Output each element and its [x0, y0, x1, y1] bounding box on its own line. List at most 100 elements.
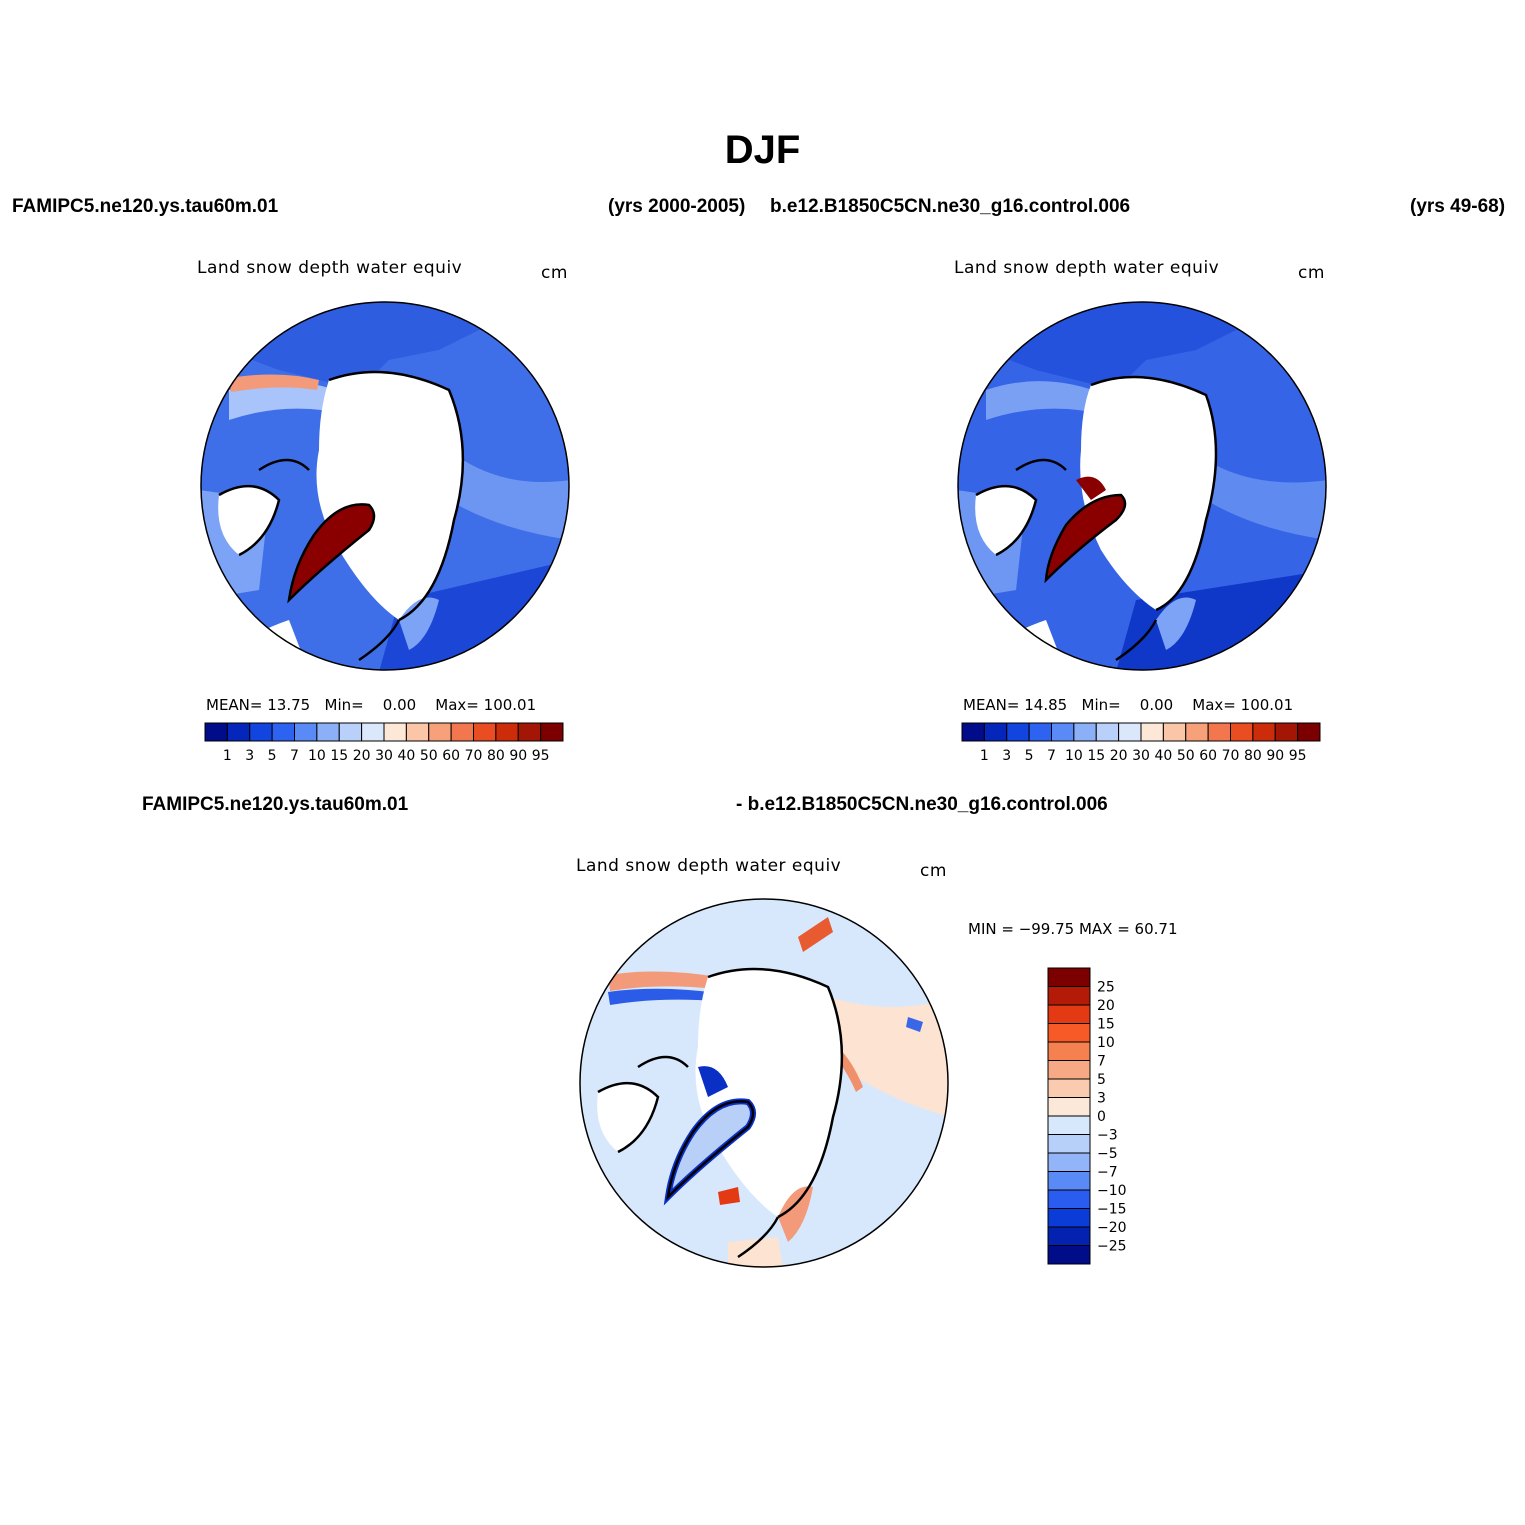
diff-colorbar-box [1047, 1023, 1091, 1043]
diff-colorbar-tick-label: 20 [1097, 998, 1115, 1014]
panel1-title: Land snow depth water equiv [197, 258, 463, 278]
colorbar-tick-label: 40 [1154, 748, 1172, 764]
panel2-map [957, 301, 1327, 671]
panel2-title: Land snow depth water equiv [954, 258, 1220, 278]
colorbar-tick-label: 95 [532, 748, 550, 764]
colorbar-tick-label: 5 [1025, 748, 1034, 764]
colorbar-box [338, 722, 363, 742]
diff-colorbar-tick-label: 3 [1097, 1091, 1106, 1107]
colorbar-tick-label: 95 [1289, 748, 1307, 764]
diff-colorbar-tick-label: 0 [1097, 1109, 1106, 1125]
colorbar-box [1252, 722, 1276, 742]
colorbar-box [1028, 722, 1052, 742]
colorbar-box [1230, 722, 1254, 742]
diff-colorbar: 25 20 15 10 7 5 3 0 −3 −5 −7 −10 −15 −20 −25 [1047, 967, 1127, 1265]
diff-colorbar-box [1047, 1115, 1091, 1135]
diff-colorbar-box [1047, 1171, 1091, 1191]
colorbar-tick-label: 80 [1244, 748, 1262, 764]
colorbar-box [294, 722, 318, 742]
colorbar-box [450, 722, 474, 742]
colorbar-tick-label: 5 [268, 748, 277, 764]
colorbar-tick-label: 20 [1110, 748, 1128, 764]
colorbar-tick-label: 30 [375, 748, 393, 764]
panel1-colorbar: 1 3 5 7 10 15 20 30 40 50 60 70 80 90 95 [204, 722, 564, 764]
colorbar-tick-label: 70 [1222, 748, 1240, 764]
panel2-mean: MEAN= 14.85 Min= 0.00 Max= 100.01 [963, 696, 1294, 714]
colorbar-tick-label: 20 [353, 748, 371, 764]
colorbar-tick-label: 10 [1065, 748, 1083, 764]
diff-colorbar-tick-label: −7 [1097, 1165, 1118, 1181]
diff-colorbar-box [1047, 1078, 1091, 1098]
diff-colorbar-box [1047, 986, 1091, 1006]
colorbar-tick-label: 40 [397, 748, 415, 764]
diff-colorbar-tick-label: −15 [1097, 1202, 1127, 1218]
diff-colorbar-tick-label: 10 [1097, 1035, 1115, 1051]
colorbar-tick-label: 15 [330, 748, 348, 764]
colorbar-tick-label: 1 [980, 748, 989, 764]
colorbar-box [473, 722, 497, 742]
colorbar-box [271, 722, 295, 742]
colorbar-box [361, 722, 385, 742]
colorbar-box [249, 722, 273, 742]
colorbar-box [1162, 722, 1187, 742]
panel1-map [200, 301, 570, 671]
diff-colorbar-box [1047, 1097, 1091, 1117]
colorbar-box [1207, 722, 1231, 742]
colorbar-tick-label: 3 [1002, 748, 1011, 764]
colorbar-box [961, 722, 985, 742]
diff-colorbar-tick-label: −3 [1097, 1128, 1118, 1144]
diff-colorbar-box [1047, 1041, 1091, 1061]
colorbar-tick-label: 7 [1047, 748, 1056, 764]
colorbar-tick-label: 10 [308, 748, 326, 764]
colorbar-box [1006, 722, 1030, 742]
diff-colorbar-tick-label: −20 [1097, 1220, 1127, 1236]
figure-title: DJF [724, 128, 801, 172]
diff-colorbar-box [1047, 1189, 1091, 1209]
colorbar-tick-label: 90 [509, 748, 527, 764]
diff-title: Land snow depth water equiv [576, 856, 842, 876]
diff-colorbar-box [1047, 967, 1091, 987]
colorbar-box [517, 722, 542, 742]
diff-colorbar-tick-label: 15 [1097, 1017, 1115, 1033]
diff-colorbar-tick-label: −5 [1097, 1146, 1118, 1162]
colorbar-box [316, 722, 340, 742]
case2-name: b.e12.B1850C5CN.ne30_g16.control.006 [770, 196, 1131, 217]
case1-years: (yrs 2000-2005) [608, 196, 746, 217]
diff-colorbar-tick-label: 25 [1097, 980, 1115, 996]
colorbar-box [495, 722, 519, 742]
diff-colorbar-tick-label: −25 [1097, 1239, 1127, 1255]
diff-minmax: MIN = −99.75 MAX = 60.71 [968, 920, 1178, 938]
diff-colorbar-box [1047, 1004, 1091, 1024]
diff-map [579, 898, 949, 1268]
diff-colorbar-box [1047, 1226, 1091, 1246]
colorbar-box [1140, 722, 1164, 742]
colorbar-tick-label: 80 [487, 748, 505, 764]
diff-colorbar-tick-label: 7 [1097, 1054, 1106, 1070]
diff-colorbar-box [1047, 1134, 1091, 1154]
colorbar-box [1073, 722, 1097, 742]
colorbar-tick-label: 60 [1199, 748, 1217, 764]
colorbar-tick-label: 7 [290, 748, 299, 764]
colorbar-box [428, 722, 452, 742]
panel2-colorbar: 1 3 5 7 10 15 20 30 40 50 60 70 80 90 95 [961, 722, 1321, 764]
colorbar-tick-label: 3 [245, 748, 254, 764]
diff-colorbar-box [1047, 1060, 1091, 1080]
colorbar-box [383, 722, 407, 742]
colorbar-box [1185, 722, 1209, 742]
panel1-mean: MEAN= 13.75 Min= 0.00 Max= 100.01 [206, 696, 537, 714]
case2-years: (yrs 49-68) [1410, 196, 1506, 217]
diff-label-left: FAMIPC5.ne120.ys.tau60m.01 [142, 794, 409, 815]
colorbar-box [1274, 722, 1299, 742]
colorbar-tick-label: 1 [223, 748, 232, 764]
colorbar-box [983, 722, 1008, 742]
colorbar-box [540, 722, 564, 742]
colorbar-tick-label: 90 [1266, 748, 1284, 764]
diff-colorbar-box [1047, 1208, 1091, 1228]
diff-colorbar-tick-label: −10 [1097, 1183, 1127, 1199]
colorbar-tick-label: 70 [465, 748, 483, 764]
colorbar-box [405, 722, 430, 742]
diff-colorbar-tick-label: 5 [1097, 1072, 1106, 1088]
colorbar-box [1095, 722, 1120, 742]
diff-colorbar-box [1047, 1152, 1091, 1172]
case1-name: FAMIPC5.ne120.ys.tau60m.01 [12, 196, 279, 217]
